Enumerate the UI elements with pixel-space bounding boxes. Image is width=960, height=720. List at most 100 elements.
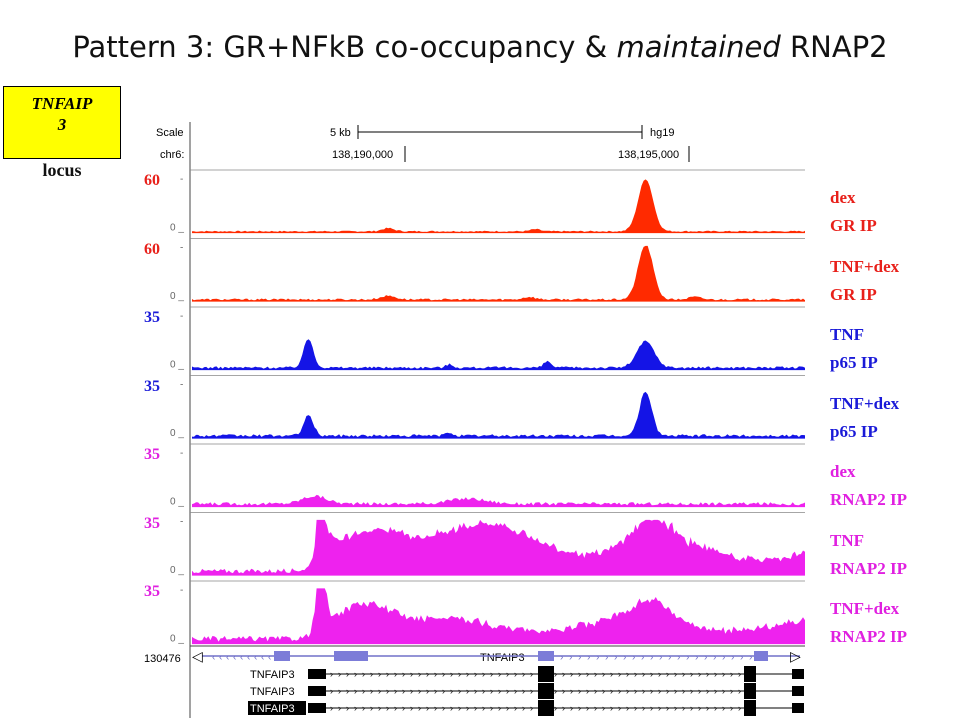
- transcript-strand-arrow: ›: [330, 703, 333, 713]
- transcript-strand-arrow: ›: [514, 703, 517, 713]
- gene-strand-arrow: ›: [695, 652, 698, 663]
- gene-strand-arrow: ‹: [268, 652, 271, 663]
- transcript-strand-arrow: ›: [482, 686, 485, 696]
- transcript-strand-arrow: ›: [482, 703, 485, 713]
- transcript-strand-arrow: ›: [610, 686, 613, 696]
- signal-tracks: - 0 _ - 0 _ - 0 _ - 0 _ - 0 _ - 0 _ - 0 _: [170, 169, 805, 645]
- transcript-strand-arrow: ›: [346, 703, 349, 713]
- transcript-strand-arrow: ›: [498, 703, 501, 713]
- transcript-strand-arrow: ›: [554, 686, 557, 696]
- track-label: TNF+dex GR IP: [830, 253, 899, 309]
- transcript-strand-arrow: ›: [658, 669, 661, 679]
- transcript-strand-arrow: ›: [458, 669, 461, 679]
- track-axis-zero: 0 _: [170, 428, 184, 439]
- transcript-strand-arrow: ›: [682, 703, 685, 713]
- transcript-strand-arrow: ›: [546, 703, 549, 713]
- transcript-strand-arrow: ›: [618, 686, 621, 696]
- track-label: dex GR IP: [830, 184, 877, 240]
- transcript-strand-arrow: ›: [666, 703, 669, 713]
- transcript-strand-arrow: ›: [594, 703, 597, 713]
- transcript-strand-arrow: ›: [682, 669, 685, 679]
- transcript-strand-arrow: ›: [706, 703, 709, 713]
- track-label: dex RNAP2 IP: [830, 458, 907, 514]
- transcript-strand-arrow: ›: [714, 669, 717, 679]
- transcript-strand-arrow: ›: [474, 669, 477, 679]
- locus-word: locus: [42, 160, 82, 180]
- transcript-strand-arrow: ›: [346, 669, 349, 679]
- transcript-strand-arrow: ›: [698, 669, 701, 679]
- transcript-label: TNFAIP3: [250, 669, 295, 681]
- transcript-strand-arrow: ›: [610, 669, 613, 679]
- track-label-line1: dex: [830, 462, 856, 481]
- transcript-strand-arrow: ›: [530, 686, 533, 696]
- gene-strand-arrow: ‹: [247, 652, 250, 663]
- transcript-exon: [792, 669, 804, 679]
- transcript-strand-arrow: ›: [506, 703, 509, 713]
- gene-composite-exon: [274, 651, 290, 661]
- transcript-strand-arrow: ›: [650, 703, 653, 713]
- transcript-strand-arrow: ›: [570, 686, 573, 696]
- signal-track-area: [192, 245, 805, 301]
- signal-track-area: [192, 179, 805, 233]
- transcript-label: TNFAIP3: [250, 703, 295, 715]
- transcript-strand-arrow: ›: [626, 703, 629, 713]
- transcript-strand-arrow: ›: [594, 669, 597, 679]
- transcript-strand-arrow: ›: [402, 703, 405, 713]
- gene-composite-exon: [538, 651, 554, 661]
- gene-main-label: TNFAIP3: [480, 652, 525, 664]
- transcript-strand-arrow: ›: [618, 669, 621, 679]
- transcript-strand-arrow: ›: [642, 669, 645, 679]
- gene-strand-arrow: ›: [587, 652, 590, 663]
- transcript-strand-arrow: ›: [434, 669, 437, 679]
- transcript-strand-arrow: ›: [562, 686, 565, 696]
- transcript-strand-arrow: ›: [522, 703, 525, 713]
- transcript-strand-arrow: ›: [514, 669, 517, 679]
- title-emphasis: maintained: [616, 30, 781, 64]
- gene-strand-arrow: ›: [578, 652, 581, 663]
- transcript-strand-arrow: ›: [706, 669, 709, 679]
- gene-left-arrow: ◁: [192, 648, 203, 664]
- transcript-strand-arrow: ›: [634, 669, 637, 679]
- transcript-strand-arrow: ›: [354, 669, 357, 679]
- transcript-strand-arrow: ›: [674, 669, 677, 679]
- transcript-strand-arrow: ›: [690, 669, 693, 679]
- transcript-strand-arrow: ›: [586, 669, 589, 679]
- transcript-strand-arrow: ›: [386, 669, 389, 679]
- transcript-strand-arrow: ›: [498, 669, 501, 679]
- track-label-line2: RNAP2 IP: [830, 558, 907, 578]
- track-label-line1: TNF+dex: [830, 393, 900, 413]
- transcript-strand-arrow: ›: [730, 703, 733, 713]
- transcript-exon: [308, 703, 326, 713]
- transcript-strand-arrow: ›: [570, 669, 573, 679]
- gene-strand-arrow: ›: [560, 652, 563, 663]
- track-scale-max: 35: [144, 309, 160, 326]
- transcript-strand-arrow: ›: [466, 686, 469, 696]
- transcript-strand-arrow: ›: [530, 669, 533, 679]
- transcript-strand-arrow: ›: [378, 686, 381, 696]
- transcript-strand-arrow: ›: [354, 703, 357, 713]
- transcript-exon: [744, 700, 756, 716]
- transcript-strand-arrow: ›: [434, 686, 437, 696]
- transcript-strand-arrow: ›: [586, 703, 589, 713]
- locus-gene-line2: 3: [57, 115, 67, 134]
- gene-strand-arrow: ›: [713, 652, 716, 663]
- transcript-exon: [538, 683, 554, 699]
- transcript-strand-arrow: ›: [490, 686, 493, 696]
- transcript-strand-arrow: ›: [538, 703, 541, 713]
- gene-strand-arrow: ›: [686, 652, 689, 663]
- transcript-exon: [538, 666, 554, 682]
- signal-track-area: [192, 391, 805, 438]
- transcript-strand-arrow: ›: [362, 703, 365, 713]
- transcript-strand-arrow: ›: [634, 686, 637, 696]
- ruler-position-2: 138,195,000: [618, 149, 679, 161]
- transcript-strand-arrow: ›: [626, 686, 629, 696]
- transcript-strand-arrow: ›: [522, 669, 525, 679]
- ruler-assembly: hg19: [650, 127, 674, 139]
- transcript-strand-arrow: ›: [490, 703, 493, 713]
- track-label: TNF RNAP2 IP: [830, 527, 907, 583]
- transcript-strand-arrow: ›: [722, 703, 725, 713]
- transcript-strand-arrow: ›: [554, 703, 557, 713]
- gene-strand-arrow: ‹: [219, 652, 222, 663]
- transcript-strand-arrow: ›: [474, 686, 477, 696]
- signal-track-area: [192, 339, 805, 370]
